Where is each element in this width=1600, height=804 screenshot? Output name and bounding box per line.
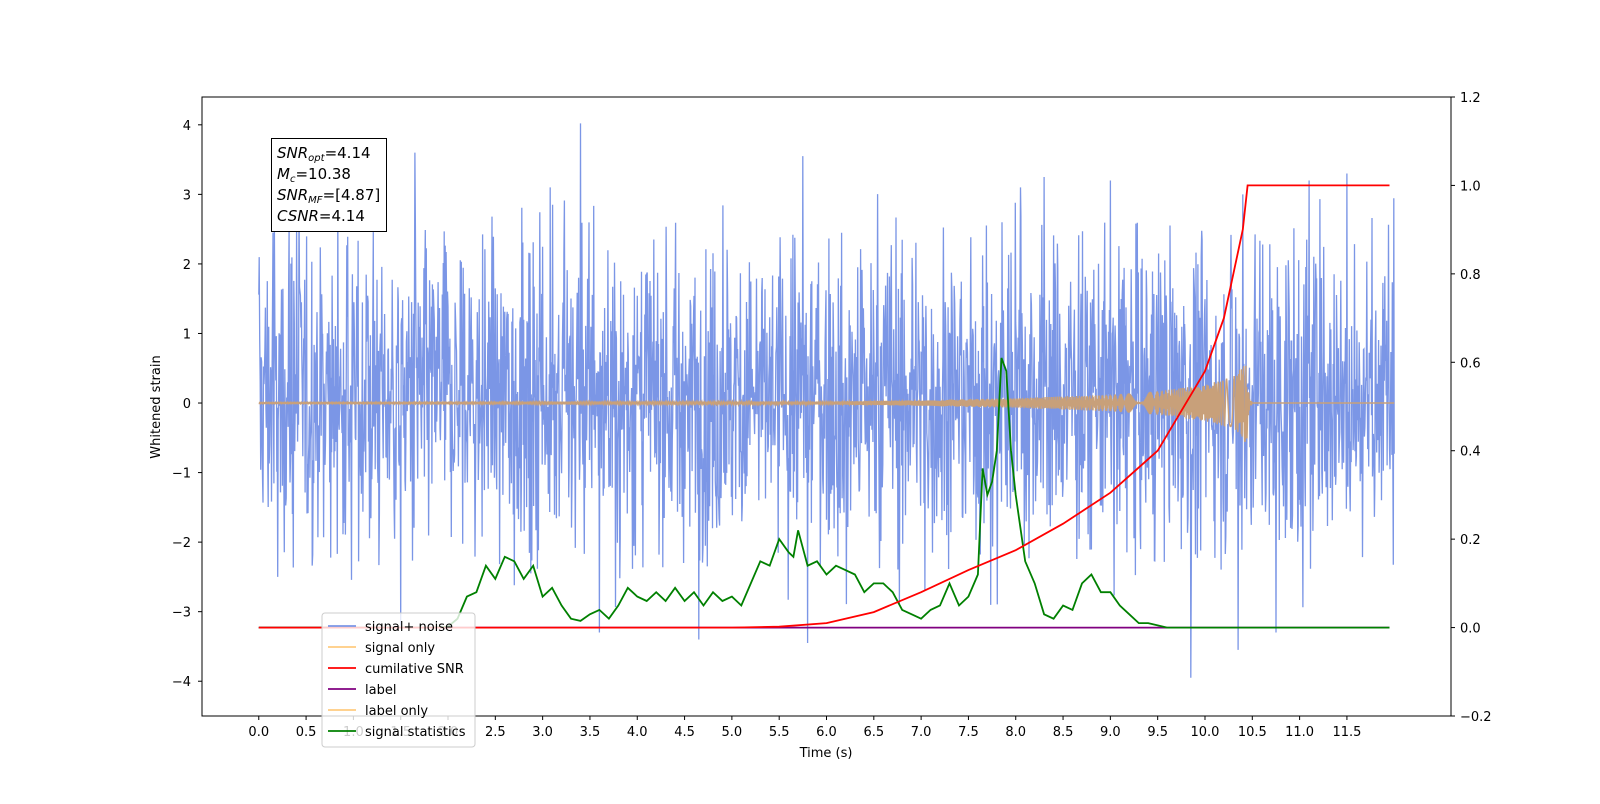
- y-right-tick-label: 1.0: [1460, 179, 1481, 194]
- x-tick-label: 10.5: [1238, 725, 1267, 740]
- y-right-tick-label: 0.2: [1460, 533, 1481, 548]
- x-tick-label: 11.5: [1332, 725, 1361, 740]
- legend-label: cumilative SNR: [365, 662, 464, 677]
- snr-mf-annotation: SNRMF=[4.87]: [277, 186, 381, 206]
- x-tick-label: 6.5: [863, 725, 884, 740]
- y-left-tick-label: −2: [172, 536, 191, 551]
- y-left-tick-label: 0: [183, 397, 191, 412]
- csnr-annotation: CSNR=4.14: [277, 207, 365, 225]
- y-left-tick-label: −1: [172, 467, 191, 482]
- y-left-tick-label: 3: [183, 188, 191, 203]
- y-right-tick-label: 0.4: [1460, 445, 1481, 460]
- y-right-tick-label: 0.6: [1460, 356, 1481, 371]
- info-annotation-box: SNRopt=4.14 Mc=10.38 SNRMF=[4.87] CSNR=4…: [271, 138, 388, 232]
- x-tick-label: 9.5: [1147, 725, 1168, 740]
- legend-label: signal only: [365, 641, 435, 656]
- y-right-tick-label: 0.0: [1460, 622, 1481, 637]
- x-tick-label: 2.5: [485, 725, 506, 740]
- y-left-tick-label: 1: [183, 327, 191, 342]
- x-tick-label: 8.5: [1053, 725, 1074, 740]
- y-left-tick-label: −3: [172, 606, 191, 621]
- y-left-tick-label: −4: [172, 675, 191, 690]
- y-right-tick-label: −0.2: [1460, 710, 1492, 725]
- y-axis-label: Whitened strain: [149, 355, 164, 458]
- x-tick-label: 5.5: [769, 725, 790, 740]
- series-cumulative-snr: [258, 184, 1390, 629]
- y-right-tick-label: 0.8: [1460, 268, 1481, 283]
- x-tick-label: 4.5: [674, 725, 695, 740]
- x-tick-label: 0.0: [248, 725, 269, 740]
- x-tick-label: 5.0: [722, 725, 743, 740]
- snr-opt-annotation: SNRopt=4.14: [277, 144, 371, 164]
- x-tick-label: 3.5: [580, 725, 601, 740]
- legend-label: label only: [365, 704, 428, 719]
- series-signal-plus-noise: [258, 123, 1395, 678]
- x-tick-label: 4.0: [627, 725, 648, 740]
- x-tick-label: 10.0: [1191, 725, 1220, 740]
- x-tick-label: 8.0: [1005, 725, 1026, 740]
- series-signal-only: [258, 365, 1395, 442]
- legend-box: [321, 612, 476, 748]
- y-left-tick-label: 4: [183, 119, 191, 134]
- x-tick-label: 3.0: [532, 725, 553, 740]
- x-tick-label: 9.0: [1100, 725, 1121, 740]
- x-axis-label: Time (s): [799, 746, 853, 761]
- y-left-tick-label: 2: [183, 258, 191, 273]
- x-tick-label: 11.0: [1285, 725, 1314, 740]
- series-signal-statistics: [258, 357, 1390, 629]
- legend-label: signal+ noise: [365, 620, 453, 635]
- legend-label: signal statistics: [365, 725, 466, 740]
- x-tick-label: 0.5: [296, 725, 317, 740]
- chirp-mass-annotation: Mc=10.38: [277, 165, 351, 185]
- y-right-tick-label: 1.2: [1460, 91, 1481, 106]
- x-tick-label: 7.0: [911, 725, 932, 740]
- legend-label: label: [365, 683, 396, 698]
- x-tick-label: 6.0: [816, 725, 837, 740]
- x-tick-label: 7.5: [958, 725, 979, 740]
